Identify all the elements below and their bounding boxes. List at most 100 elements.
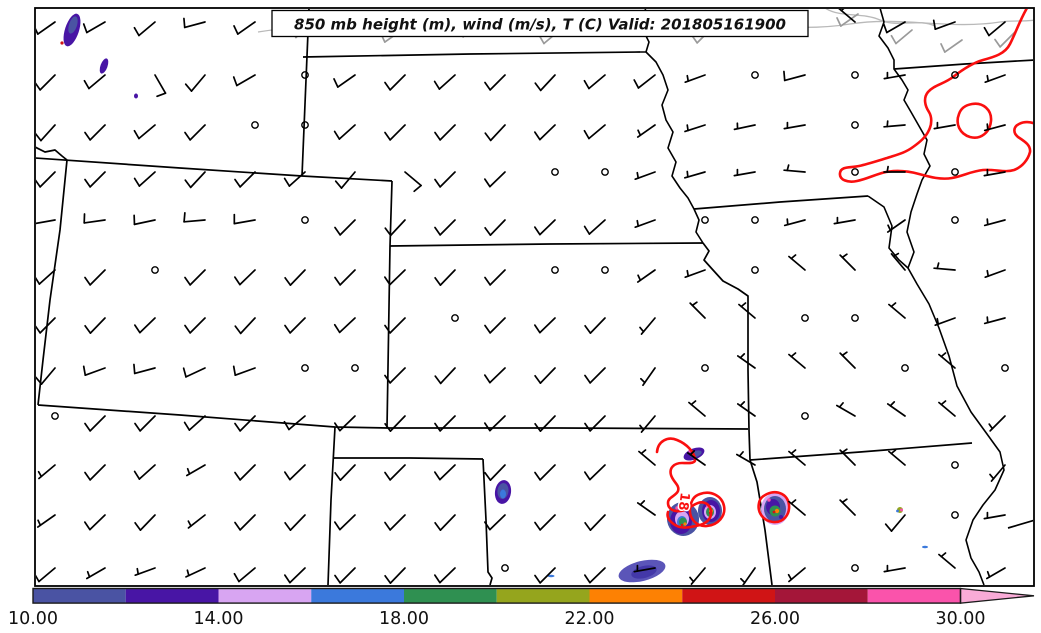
wind-barb-tick (232, 76, 238, 87)
wind-barb-staff (404, 171, 422, 187)
red-temp-contours (655, 9, 1033, 529)
wind-barb-staff (233, 219, 256, 225)
wind-barb-staff (943, 39, 963, 53)
wind-barb-staff (138, 21, 156, 37)
wind-barb-tick (484, 422, 491, 432)
storm-cell-layer (60, 41, 64, 45)
state-border-co-south-37n (37, 404, 388, 429)
wind-barb-tick (334, 471, 342, 481)
wind-barb-tick (840, 9, 845, 12)
wind-barb-staff (339, 567, 356, 584)
wind-barb-tick (434, 471, 441, 481)
wind-barb-tick (84, 178, 92, 188)
colorbar-segment (496, 588, 590, 604)
wind-barb-staff (489, 367, 506, 384)
wind-barb-tick (434, 276, 442, 286)
storm-cell-tiny-dash-1 (922, 545, 928, 549)
wind-barb-staff (139, 317, 156, 334)
wind-barb-staff (988, 21, 1006, 37)
wind-barb-staff (389, 567, 406, 584)
wind-barb-tick (434, 574, 441, 584)
wind-barb-tick (639, 424, 645, 431)
state-border-mo-ar (749, 442, 973, 461)
wind-barb-staff (133, 219, 156, 226)
wind-barb-tick (583, 79, 590, 90)
wind-barb-tick (183, 17, 186, 29)
wind-barb-tick (637, 129, 642, 137)
wind-barb-staff (489, 269, 506, 286)
wind-barb-tick (739, 353, 746, 359)
wind-barb-staff (589, 367, 606, 384)
wind-barb-tick (384, 81, 392, 91)
calm-circle (851, 121, 859, 129)
river-missouri (640, 51, 704, 244)
wind-barb-tick (187, 520, 192, 527)
colorbar-ticks: 10.00 14.00 18.00 22.00 26.00 30.00 (8, 609, 986, 629)
wind-barb-tick (534, 374, 542, 384)
wind-barb-tick (584, 422, 592, 432)
calm-circle (851, 314, 859, 322)
wind-barb-tick (790, 254, 797, 260)
wind-barb-tick (841, 448, 848, 454)
colorbar-tick-22: 22.00 (564, 609, 614, 629)
wind-barb-tick (686, 170, 689, 178)
wind-barb-staff (235, 74, 256, 87)
wind-barb-tick (36, 325, 42, 334)
wind-barb-staff (39, 171, 56, 188)
wind-barb-tick (484, 226, 492, 236)
state-border-ks-mo (702, 242, 751, 461)
wind-barb-tick (384, 227, 392, 237)
wind-barb-staff (339, 514, 356, 531)
wind-barb-staff (389, 219, 406, 237)
wind-barb-staff (133, 367, 156, 375)
wind-barb-staff (588, 219, 606, 235)
wind-barb-tick (691, 301, 698, 307)
wind-barb-staff (489, 464, 506, 481)
wind-barb-tick (434, 521, 442, 531)
wind-barb-tick (783, 70, 786, 82)
wind-barb-staff (539, 124, 556, 141)
wind-barb-tick (234, 276, 241, 286)
wind-barb-tick (889, 401, 896, 407)
wind-barb-tick (690, 400, 697, 406)
wind-barb-tick (283, 420, 290, 431)
storm-cell-mt-dot (134, 93, 138, 99)
storm-cell-tiny-cell-east (896, 507, 903, 513)
storm-cell-layer (675, 506, 679, 510)
colorbar-tick-14: 14.00 (193, 609, 243, 629)
wind-barb-staff (288, 171, 306, 187)
wind-barb-tick (234, 471, 242, 481)
wind-barb-staff (38, 567, 56, 583)
colorbar-segment (33, 588, 126, 604)
wind-barb-staff (589, 415, 606, 432)
wind-barb-tick (640, 377, 646, 384)
calm-circle (301, 71, 309, 79)
wind-barb-tick (284, 471, 291, 481)
wind-barb-tick (936, 317, 940, 325)
wind-barb-staff (539, 317, 556, 334)
colorbar-segment (682, 588, 775, 604)
calm-circle (951, 168, 959, 176)
wind-barb-staff (389, 269, 406, 286)
wind-barb-tick (740, 302, 747, 308)
storm-cell-mt-small (99, 58, 109, 74)
storm-cell-layer (500, 489, 506, 499)
wind-barb-tick (639, 500, 646, 506)
wind-barb-tick (133, 177, 141, 187)
wind-barb-tick (986, 74, 990, 82)
wind-barb-staff (189, 171, 206, 189)
wind-barb-tick (534, 471, 542, 481)
colorbar: 10.00 14.00 18.00 22.00 26.00 30.00 (8, 587, 1035, 629)
wind-barb-staff (339, 464, 356, 481)
wind-barb-staff (36, 219, 56, 225)
wind-barb-tick (841, 498, 848, 504)
map-frame (34, 7, 1035, 587)
wind-barb-tick (786, 164, 790, 172)
wind-barb-tick (994, 38, 1002, 48)
wind-barb-staff (239, 415, 256, 432)
calm-circle (701, 216, 709, 224)
wind-barb-staff (289, 514, 306, 531)
wind-barb-tick (384, 471, 392, 481)
colorbar-tick-10: 10.00 (8, 609, 58, 629)
